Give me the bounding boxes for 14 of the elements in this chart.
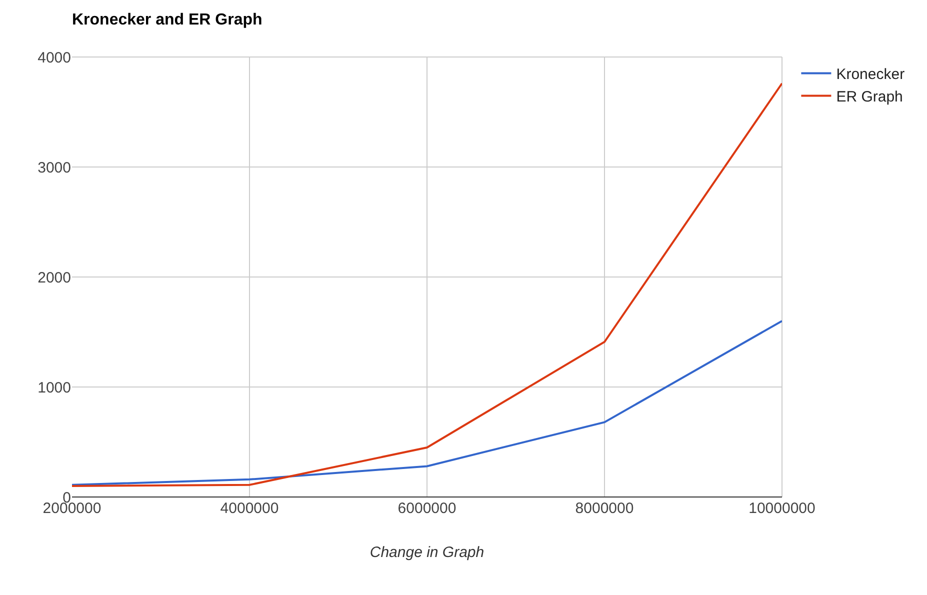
y-tick-label: 2000	[38, 269, 71, 286]
chart-title: Kronecker and ER Graph	[72, 12, 262, 29]
legend-label: Kronecker	[836, 66, 905, 84]
line-series	[72, 320, 782, 486]
y-tick-label: 4000	[38, 49, 71, 66]
legend-label: ER Graph	[836, 88, 903, 106]
y-tick-label: 3000	[38, 159, 71, 176]
x-tick-label: 8000000	[575, 500, 634, 517]
x-tick-label: 6000000	[398, 500, 456, 517]
x-tick-label: 4000000	[220, 500, 279, 517]
x-axis-title: Change in Graph	[370, 544, 484, 561]
y-tick-label: 1000	[38, 379, 71, 396]
x-tick-label: 10000000	[748, 500, 816, 517]
line-series	[72, 82, 782, 487]
